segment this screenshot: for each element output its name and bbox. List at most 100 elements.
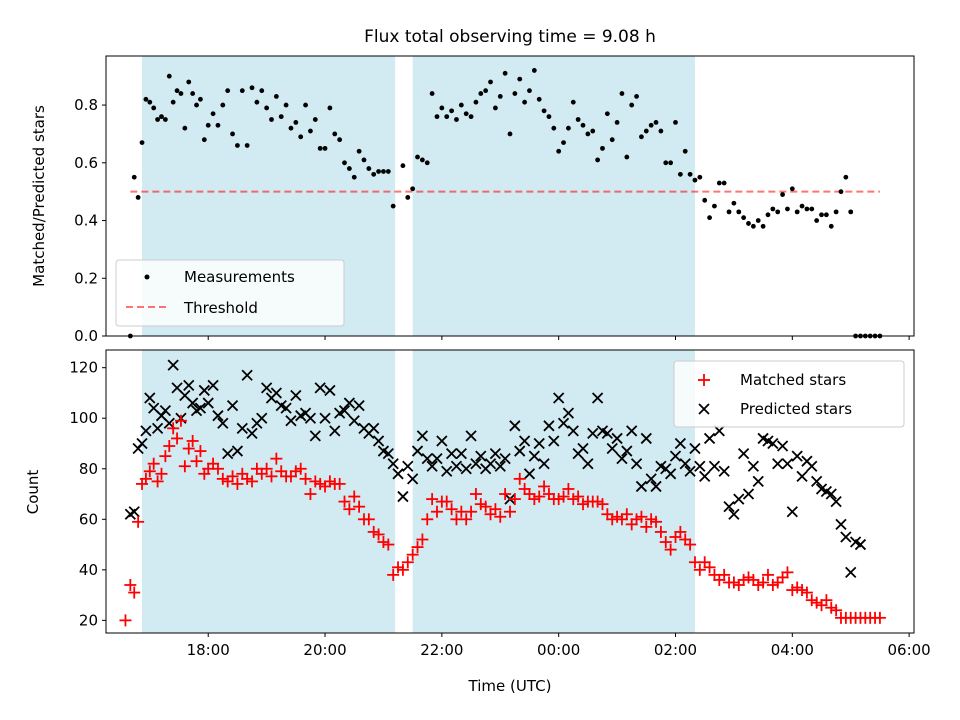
legend-measurements-label: Measurements — [184, 268, 295, 286]
measurement-point — [697, 174, 703, 180]
matched-point — [159, 450, 172, 463]
matched-point — [265, 470, 278, 483]
predicted-point — [489, 447, 502, 460]
matched-point — [830, 604, 843, 617]
matched-point — [333, 477, 346, 490]
predicted-point — [338, 405, 351, 417]
measurement-point — [210, 111, 216, 117]
y-tick-label: 60 — [79, 510, 98, 528]
predicted-point — [256, 412, 268, 424]
predicted-point — [212, 410, 224, 422]
predicted-point — [167, 359, 179, 371]
measurement-point — [239, 88, 245, 94]
predicted-point — [733, 493, 745, 505]
measurement-point — [770, 206, 776, 212]
predicted-point — [738, 447, 750, 460]
matched-point — [426, 493, 439, 506]
matched-point — [372, 528, 385, 541]
predicted-point — [397, 490, 409, 503]
measurement-point — [473, 99, 479, 105]
measurement-point — [760, 223, 766, 229]
predicted-point — [445, 447, 458, 460]
matched-point — [143, 465, 156, 478]
legend-threshold-label: Threshold — [183, 299, 258, 317]
predicted-point — [402, 460, 414, 472]
y-tick-label: 0.6 — [74, 154, 98, 172]
predicted-point — [538, 458, 550, 470]
measurement-point — [721, 180, 727, 186]
measurement-point — [702, 197, 708, 203]
matched-point — [718, 568, 731, 581]
predicted-point — [786, 506, 798, 518]
measurement-point — [244, 143, 250, 148]
matched-point — [128, 586, 141, 599]
predicted-point — [533, 437, 545, 450]
predicted-point — [198, 384, 210, 397]
predicted-point — [694, 460, 706, 472]
predicted-point — [140, 425, 152, 437]
predicted-point — [343, 397, 356, 409]
matched-point — [873, 611, 886, 624]
measurement-point — [235, 143, 240, 148]
measurement-point — [249, 85, 255, 91]
measurement-point — [186, 79, 192, 85]
legend-matched-marker — [698, 374, 710, 386]
x-tick-label: 02:00 — [654, 641, 697, 659]
measurement-point — [799, 203, 805, 209]
predicted-point — [494, 460, 506, 472]
measurement-point — [789, 186, 795, 192]
predicted-point — [577, 442, 589, 455]
bottom-y-axis-label: Count — [24, 470, 42, 515]
predicted-point — [723, 501, 735, 513]
matched-point — [596, 498, 609, 511]
predicted-point — [791, 450, 803, 462]
x-tick-label: 04:00 — [771, 641, 814, 659]
measurement-point — [541, 108, 547, 114]
measurement-point — [439, 105, 445, 111]
measurement-point — [463, 111, 469, 117]
predicted-point — [217, 417, 229, 429]
measurement-point — [531, 68, 537, 73]
x-axis-label: Time (UTC) — [468, 677, 552, 695]
predicted-point — [431, 453, 443, 465]
predicted-point — [548, 435, 560, 447]
matched-point — [411, 541, 424, 554]
predicted-point — [241, 369, 253, 381]
measurement-point — [517, 76, 523, 82]
measurement-point — [351, 174, 357, 180]
bottom-legend: Matched stars Predicted stars — [673, 360, 905, 428]
predicted-point — [553, 392, 565, 404]
measurement-point — [692, 177, 698, 183]
matched-point — [703, 561, 716, 574]
predicted-point — [830, 495, 842, 508]
bottom-y-ticks: 20 40 60 80 100 120 — [69, 359, 106, 629]
matched-point — [294, 462, 307, 475]
top-legend: Measurements Threshold — [115, 259, 345, 327]
matched-point — [343, 503, 356, 516]
measurement-point — [809, 206, 815, 212]
measurement-point — [405, 195, 411, 200]
predicted-point — [324, 384, 336, 397]
matched-point — [211, 462, 224, 475]
predicted-point — [416, 430, 429, 442]
matched-point — [538, 480, 551, 493]
measurement-point — [823, 212, 829, 218]
predicted-point — [752, 475, 764, 488]
measurement-point — [478, 91, 484, 96]
measurement-point — [317, 145, 323, 151]
measurement-point — [174, 88, 180, 94]
measurement-point — [381, 169, 386, 174]
measurement-point — [225, 88, 231, 94]
measurement-point — [166, 73, 172, 79]
matched-point — [465, 505, 478, 518]
matched-point — [246, 475, 259, 488]
matched-point — [504, 505, 516, 518]
matched-point — [440, 495, 453, 508]
measurement-point — [458, 102, 464, 108]
top-shaded-intervals — [142, 56, 695, 336]
measurement-point — [454, 117, 459, 122]
predicted-point — [499, 453, 511, 465]
predicted-point — [616, 453, 628, 465]
measurement-point — [346, 166, 352, 171]
measurement-point — [366, 166, 372, 171]
